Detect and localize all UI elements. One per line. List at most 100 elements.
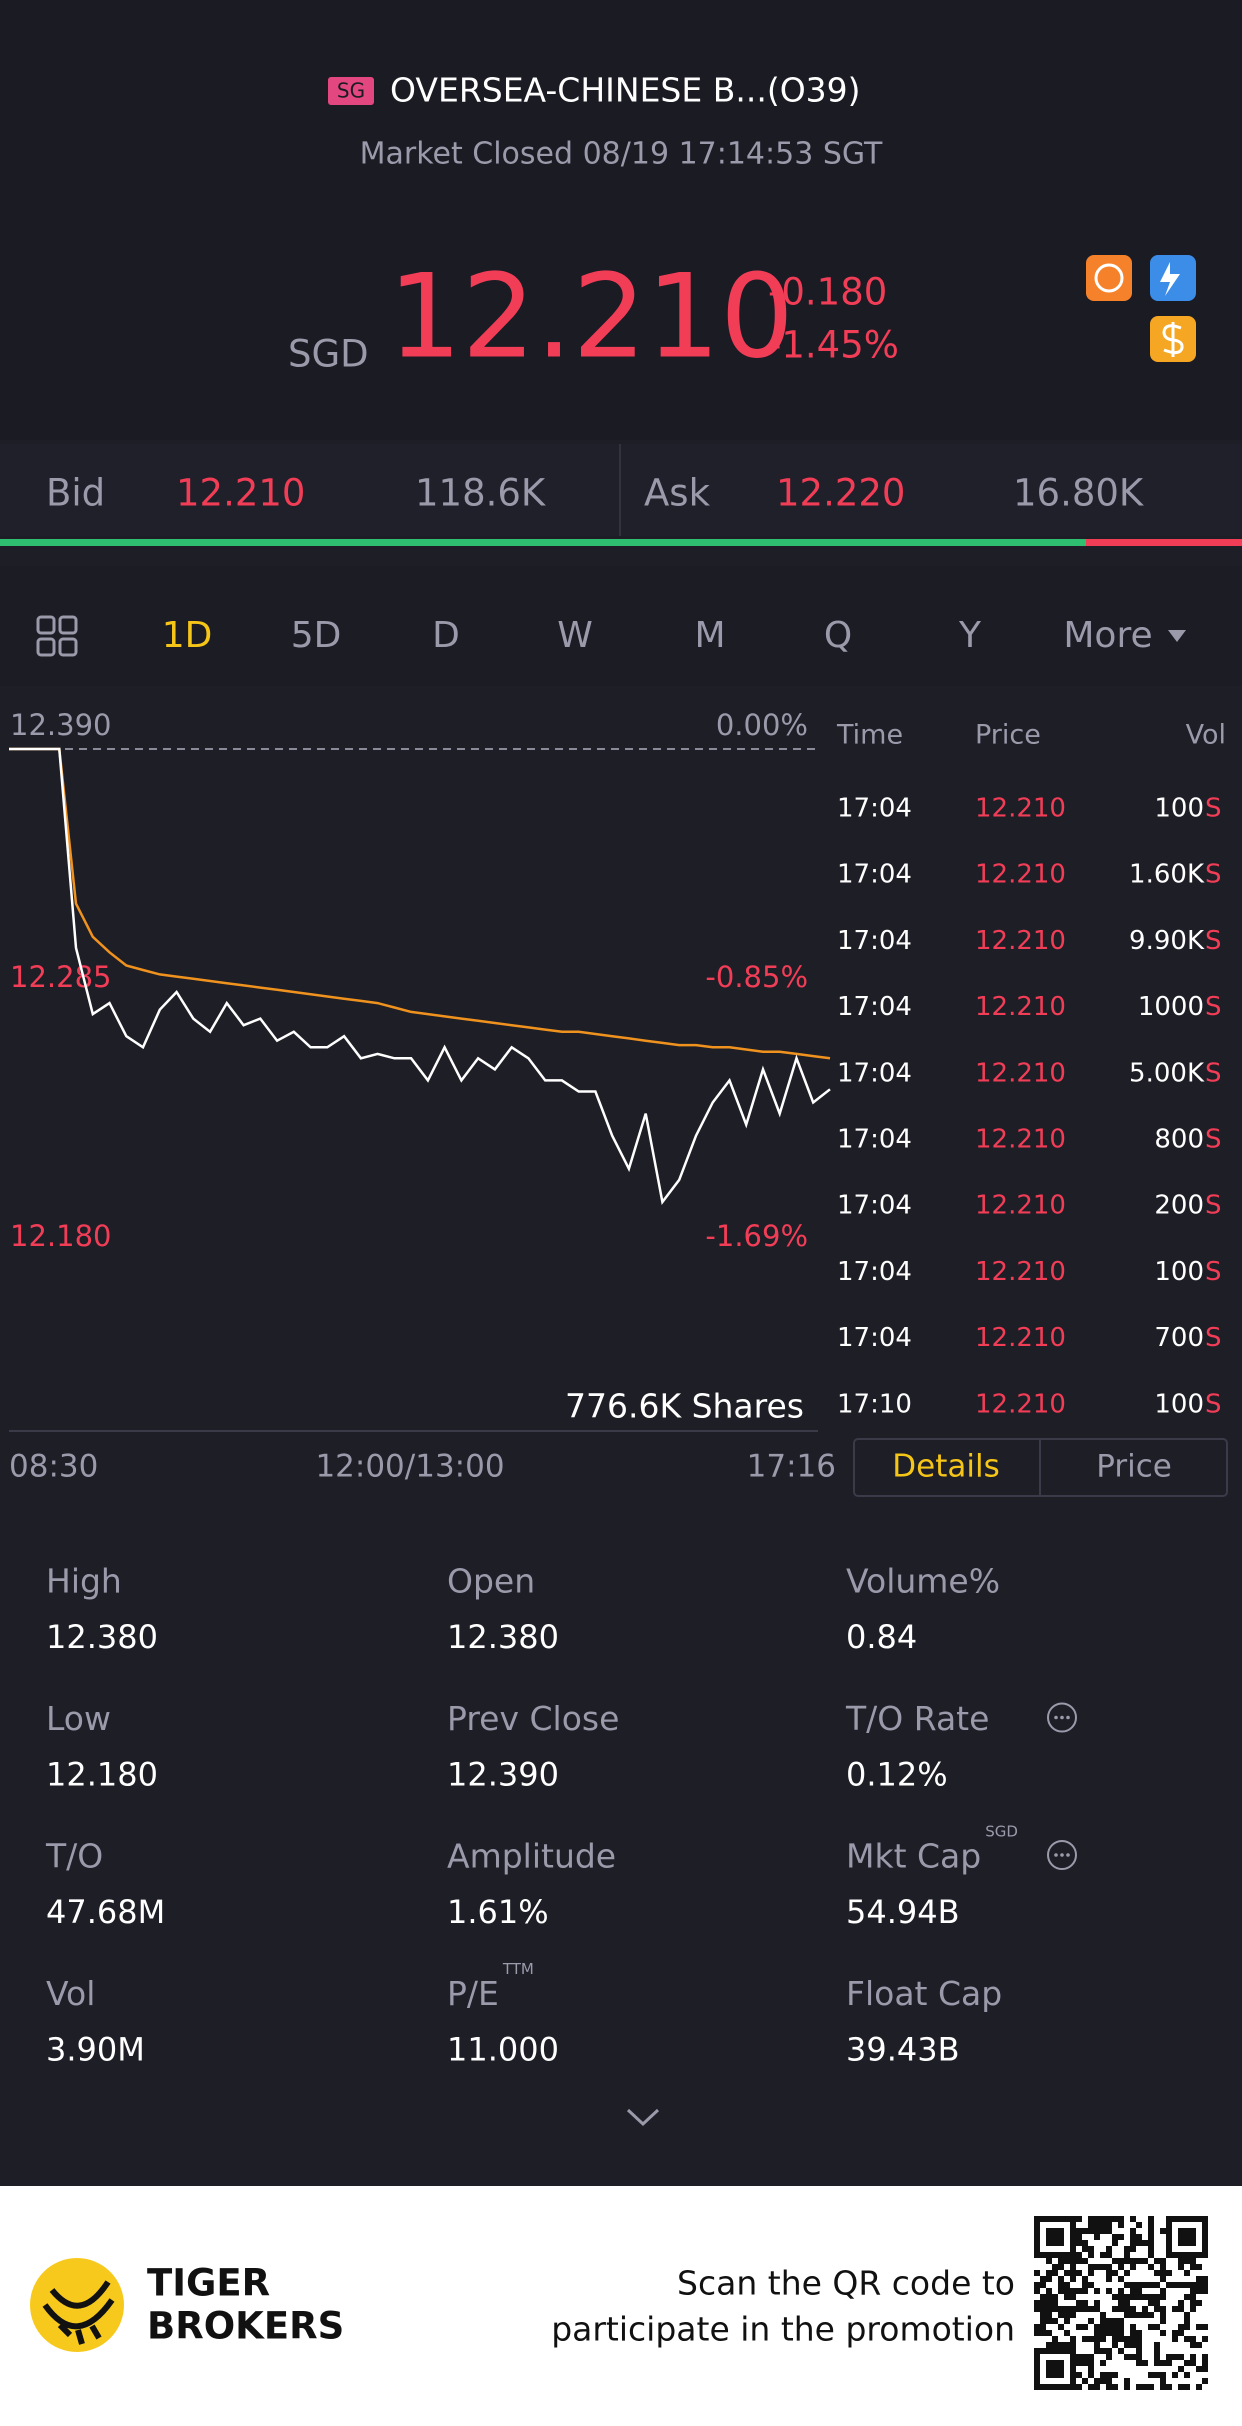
qr-module bbox=[1196, 2252, 1202, 2258]
stat-value: 0.12% bbox=[846, 1756, 948, 1794]
qr-module bbox=[1154, 2282, 1160, 2288]
trade-side: S bbox=[1205, 1323, 1222, 1353]
bid-ask-bid-price: 12.210 bbox=[176, 472, 305, 515]
period-tab[interactable]: More bbox=[1063, 615, 1152, 656]
qr-module bbox=[1052, 2366, 1058, 2372]
qr-code bbox=[1034, 2216, 1208, 2390]
qr-module bbox=[1202, 2336, 1208, 2342]
qr-module bbox=[1202, 2216, 1208, 2222]
qr-module bbox=[1070, 2288, 1076, 2294]
qr-module bbox=[1118, 2288, 1124, 2294]
qr-module bbox=[1070, 2234, 1076, 2240]
volume-label: 776.6K Shares bbox=[565, 1387, 804, 1426]
detail-tab[interactable]: Price bbox=[1096, 1449, 1172, 1485]
qr-module bbox=[1052, 2372, 1058, 2378]
qr-module bbox=[1076, 2270, 1082, 2276]
qr-module bbox=[1112, 2336, 1118, 2342]
grid-icon[interactable] bbox=[36, 615, 78, 657]
qr-module bbox=[1088, 2354, 1094, 2360]
qr-module bbox=[1070, 2354, 1076, 2360]
qr-module bbox=[1046, 2216, 1052, 2222]
icon-orange[interactable] bbox=[1086, 255, 1132, 301]
qr-module bbox=[1148, 2372, 1154, 2378]
qr-module bbox=[1064, 2252, 1070, 2258]
qr-module bbox=[1202, 2240, 1208, 2246]
qr-module bbox=[1184, 2312, 1190, 2318]
qr-module bbox=[1190, 2264, 1196, 2270]
qr-module bbox=[1088, 2336, 1094, 2342]
qr-module bbox=[1034, 2360, 1040, 2366]
qr-module bbox=[1100, 2312, 1106, 2318]
qr-module bbox=[1058, 2258, 1064, 2264]
period-tab[interactable]: Y bbox=[958, 615, 982, 656]
qr-module bbox=[1052, 2240, 1058, 2246]
qr-module bbox=[1130, 2354, 1136, 2360]
qr-module bbox=[1094, 2348, 1100, 2354]
qr-module bbox=[1106, 2384, 1112, 2390]
qr-module bbox=[1070, 2378, 1076, 2384]
x-tick-label: 17:16 bbox=[747, 1449, 836, 1485]
info-icon[interactable] bbox=[1047, 1840, 1077, 1870]
qr-module bbox=[1160, 2360, 1166, 2366]
period-tab[interactable]: 5D bbox=[291, 615, 342, 656]
qr-module bbox=[1112, 2270, 1118, 2276]
qr-module bbox=[1112, 2294, 1118, 2300]
qr-module bbox=[1190, 2216, 1196, 2222]
period-tab[interactable]: D bbox=[432, 615, 460, 656]
qr-module bbox=[1082, 2276, 1088, 2282]
stat-label: Open bbox=[447, 1562, 535, 1601]
period-tab[interactable]: 1D bbox=[162, 615, 213, 656]
qr-module bbox=[1202, 2324, 1208, 2330]
qr-module bbox=[1064, 2330, 1070, 2336]
qr-module bbox=[1142, 2258, 1148, 2264]
qr-module bbox=[1124, 2384, 1130, 2390]
stat-value: 0.84 bbox=[846, 1618, 917, 1656]
change-pct: -1.45% bbox=[768, 324, 899, 367]
qr-module bbox=[1088, 2282, 1094, 2288]
detail-tab[interactable]: Details bbox=[892, 1449, 999, 1485]
qr-module bbox=[1202, 2282, 1208, 2288]
qr-module bbox=[1142, 2282, 1148, 2288]
icon-glyph bbox=[1094, 263, 1124, 293]
qr-module bbox=[1046, 2252, 1052, 2258]
qr-module bbox=[1130, 2282, 1136, 2288]
trade-time: 17:04 bbox=[837, 1125, 912, 1155]
qr-module bbox=[1052, 2300, 1058, 2306]
qr-module bbox=[1190, 2288, 1196, 2294]
qr-module bbox=[1118, 2216, 1124, 2222]
period-tab[interactable]: Q bbox=[824, 615, 852, 656]
qr-module bbox=[1148, 2252, 1154, 2258]
qr-module bbox=[1136, 2258, 1142, 2264]
period-tab[interactable]: M bbox=[694, 615, 725, 656]
qr-module bbox=[1046, 2258, 1052, 2264]
qr-module bbox=[1082, 2360, 1088, 2366]
qr-module bbox=[1058, 2276, 1064, 2282]
trade-volume: 700 bbox=[1154, 1323, 1204, 1353]
market-status: Market Closed 08/19 17:14:53 SGT bbox=[360, 137, 883, 172]
qr-module bbox=[1178, 2384, 1184, 2390]
qr-module bbox=[1046, 2288, 1052, 2294]
qr-module bbox=[1094, 2264, 1100, 2270]
qr-module bbox=[1052, 2342, 1058, 2348]
info-icon[interactable] bbox=[1047, 1702, 1077, 1733]
qr-module bbox=[1136, 2342, 1142, 2348]
qr-module bbox=[1070, 2222, 1076, 2228]
x-tick-label: 08:30 bbox=[9, 1449, 98, 1485]
last-price: 12.210 bbox=[388, 250, 794, 385]
stock-title[interactable]: OVERSEA-CHINESE B...(O39) bbox=[390, 71, 861, 110]
period-tab[interactable]: W bbox=[557, 615, 593, 656]
qr-module bbox=[1130, 2228, 1136, 2234]
expand-chevron[interactable] bbox=[626, 2108, 660, 2127]
qr-module bbox=[1160, 2276, 1166, 2282]
qr-module bbox=[1070, 2360, 1076, 2366]
info-dot bbox=[1066, 1853, 1070, 1857]
qr-module bbox=[1106, 2276, 1112, 2282]
qr-module bbox=[1064, 2258, 1070, 2264]
qr-module bbox=[1136, 2360, 1142, 2366]
qr-module bbox=[1136, 2294, 1142, 2300]
icon-glyph bbox=[1160, 262, 1180, 296]
qr-module bbox=[1166, 2216, 1172, 2222]
qr-module bbox=[1058, 2240, 1064, 2246]
qr-module bbox=[1088, 2252, 1094, 2258]
